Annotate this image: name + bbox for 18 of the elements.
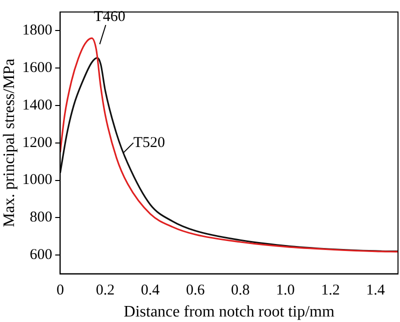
x-tick-label: 0.8	[230, 282, 250, 299]
x-tick-label: 1.0	[276, 282, 295, 299]
x-tick-label: 1.4	[366, 282, 386, 299]
y-tick-label: 800	[30, 210, 52, 226]
x-tick-label: 0.4	[140, 282, 160, 299]
y-tick-label: 1000	[22, 172, 52, 188]
y-tick-label: 1200	[22, 134, 52, 151]
y-tick-label: 1800	[22, 22, 52, 39]
x-axis-title: Distance from notch root tip/mm	[124, 304, 335, 321]
y-tick-label: 600	[30, 247, 52, 264]
x-tick-label: 0	[56, 282, 64, 299]
y-tick-label: 1400	[22, 97, 52, 114]
x-tick-label: 0.6	[186, 282, 206, 299]
y-tick-label: 1600	[22, 60, 52, 76]
y-axis-title: Max. principal stress/MPa	[0, 58, 18, 228]
x-tick-label: 0.2	[96, 282, 115, 299]
x-tick-label: 1.2	[321, 282, 340, 299]
legend-label: T520	[133, 134, 166, 151]
